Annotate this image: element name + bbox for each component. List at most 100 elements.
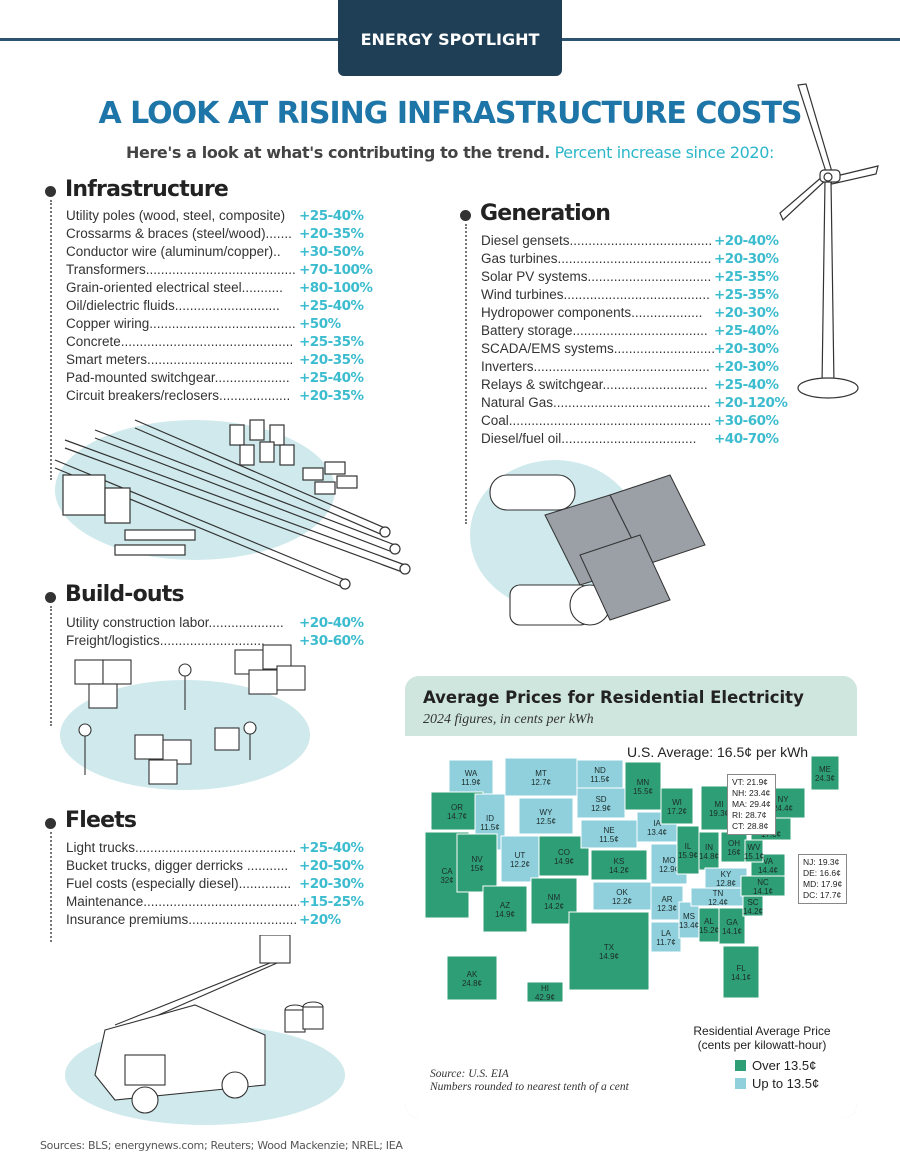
- map-title: Average Prices for Residential Electrici…: [423, 688, 804, 707]
- state-ga: [718, 907, 746, 945]
- state-value: 15.1¢: [744, 852, 764, 861]
- state-mt: [504, 757, 578, 797]
- callout-line: MD: 17.9¢: [803, 879, 843, 889]
- state-code: KY: [721, 870, 732, 879]
- legend-under-swatch: [735, 1078, 746, 1089]
- state-value: 24.4¢: [773, 804, 793, 813]
- item-value: +30-60%: [714, 413, 779, 429]
- state-or: [430, 791, 484, 831]
- state-value: 14.1¢: [731, 973, 751, 982]
- item-value: +20-50%: [299, 858, 364, 874]
- item-value: +20-30%: [714, 305, 779, 321]
- banner-label: ENERGY SPOTLIGHT: [360, 30, 540, 49]
- list-item: Solar PV systems........................…: [481, 268, 793, 286]
- subtitle-accent: Percent increase since 2020:: [554, 143, 775, 162]
- section-bullet: [460, 210, 471, 221]
- state-value: 14.2¢: [544, 902, 564, 911]
- legend-over-label: Over 13.5¢: [752, 1058, 817, 1073]
- list-item: Transformers............................…: [66, 261, 376, 279]
- state-code: ME: [819, 765, 831, 774]
- item-label: Utility poles (wood, steel, composite): [66, 208, 286, 223]
- state-code: NV: [471, 855, 483, 864]
- state-value: 11.5¢: [480, 823, 499, 832]
- state-value: 14.1¢: [722, 927, 742, 936]
- state-wy: [518, 797, 574, 835]
- list-item: Light trucks............................…: [66, 839, 366, 857]
- state-az: [482, 885, 528, 933]
- item-label: Solar PV systems........................…: [481, 269, 712, 284]
- state-code: MI: [715, 800, 724, 809]
- item-label: Circuit breakers/reclosers..............…: [66, 388, 291, 403]
- item-label: Wind turbines...........................…: [481, 287, 710, 302]
- state-value: 24.8¢: [462, 979, 482, 988]
- item-label: Bucket trucks, digger derricks .........…: [66, 858, 289, 873]
- state-value: 13.4¢: [679, 921, 699, 930]
- state-code: MS: [683, 912, 695, 921]
- state-value: 12.7¢: [531, 778, 551, 787]
- map-source: Source: U.S. EIA Numbers rounded to near…: [430, 1068, 629, 1094]
- item-label: Copper wiring...........................…: [66, 316, 296, 331]
- list-item: Utility construction labor..............…: [66, 614, 366, 632]
- state-code: SC: [747, 898, 758, 907]
- infrastructure-list: Utility poles (wood, steel, composite) +2…: [66, 207, 376, 405]
- list-item: Insurance premiums......................…: [66, 911, 366, 929]
- list-item: Diesel/fuel oil.........................…: [481, 430, 793, 448]
- legend-title: Residential Average Price (cents per kil…: [693, 1024, 831, 1052]
- item-label: Light trucks............................…: [66, 840, 297, 855]
- item-value: +20-30%: [714, 341, 779, 357]
- item-value: +70-100%: [299, 262, 373, 278]
- fleets-illustration: [65, 935, 345, 1125]
- list-item: Maintenance.............................…: [66, 893, 366, 911]
- section-bullet: [45, 818, 56, 829]
- state-code: KS: [614, 857, 625, 866]
- state-code: MO: [663, 856, 676, 865]
- state-code: IL: [685, 842, 692, 851]
- state-wi: [660, 787, 694, 825]
- state-code: VA: [763, 857, 774, 866]
- list-item: Relays & switchgear.....................…: [481, 376, 793, 394]
- item-value: +40-70%: [714, 431, 779, 447]
- item-label: Maintenance.............................…: [66, 894, 299, 909]
- callout-line: VT: 21.9¢: [732, 777, 768, 787]
- item-value: +25-35%: [714, 287, 779, 303]
- state-tx: [568, 911, 650, 991]
- state-code: NY: [777, 795, 789, 804]
- state-code: WA: [465, 769, 478, 778]
- item-label: Relays & switchgear.....................…: [481, 377, 708, 392]
- item-label: Inverters...............................…: [481, 359, 710, 374]
- state-value: 19.3¢: [709, 809, 729, 818]
- item-value: +25-40%: [299, 208, 364, 224]
- item-value: +20-120%: [714, 395, 788, 411]
- us-average: U.S. Average: 16.5¢ per kWh: [627, 744, 809, 760]
- state-value: 12.5¢: [536, 817, 556, 826]
- state-fl: [722, 945, 760, 999]
- state-value: 12.4¢: [708, 898, 728, 907]
- state-code: AK: [467, 970, 478, 979]
- state-code: OR: [451, 803, 463, 812]
- item-value: +20-30%: [714, 359, 779, 375]
- state-oh: [720, 831, 748, 863]
- banner: ENERGY SPOTLIGHT: [338, 0, 562, 76]
- item-label: Diesel gensets..........................…: [481, 233, 713, 248]
- state-code: OH: [728, 839, 740, 848]
- callout-line: DE: 16.6¢: [803, 868, 841, 878]
- section-rule: [50, 606, 52, 726]
- state-value: 12.9¢: [591, 804, 611, 813]
- item-value: +25-40%: [299, 370, 364, 386]
- item-label: Gas turbines............................…: [481, 251, 712, 266]
- item-value: +20-35%: [299, 226, 364, 242]
- state-value: 32¢: [440, 876, 453, 885]
- state-value: 15¢: [470, 864, 483, 873]
- item-value: +25-40%: [714, 377, 779, 393]
- state-value: 14.4¢: [758, 866, 778, 875]
- state-value: 24.3¢: [815, 774, 835, 783]
- item-label: SCADA/EMS systems.......................…: [481, 341, 714, 356]
- item-value: +25-40%: [714, 323, 779, 339]
- item-label: Hydropower components...................: [481, 305, 703, 320]
- list-item: Gas turbines............................…: [481, 250, 793, 268]
- list-item: Hydropower components...................…: [481, 304, 793, 322]
- state-value: 14.9¢: [495, 910, 515, 919]
- state-code: IA: [653, 819, 661, 828]
- section-rule: [50, 832, 52, 942]
- state-hi: [526, 981, 564, 1003]
